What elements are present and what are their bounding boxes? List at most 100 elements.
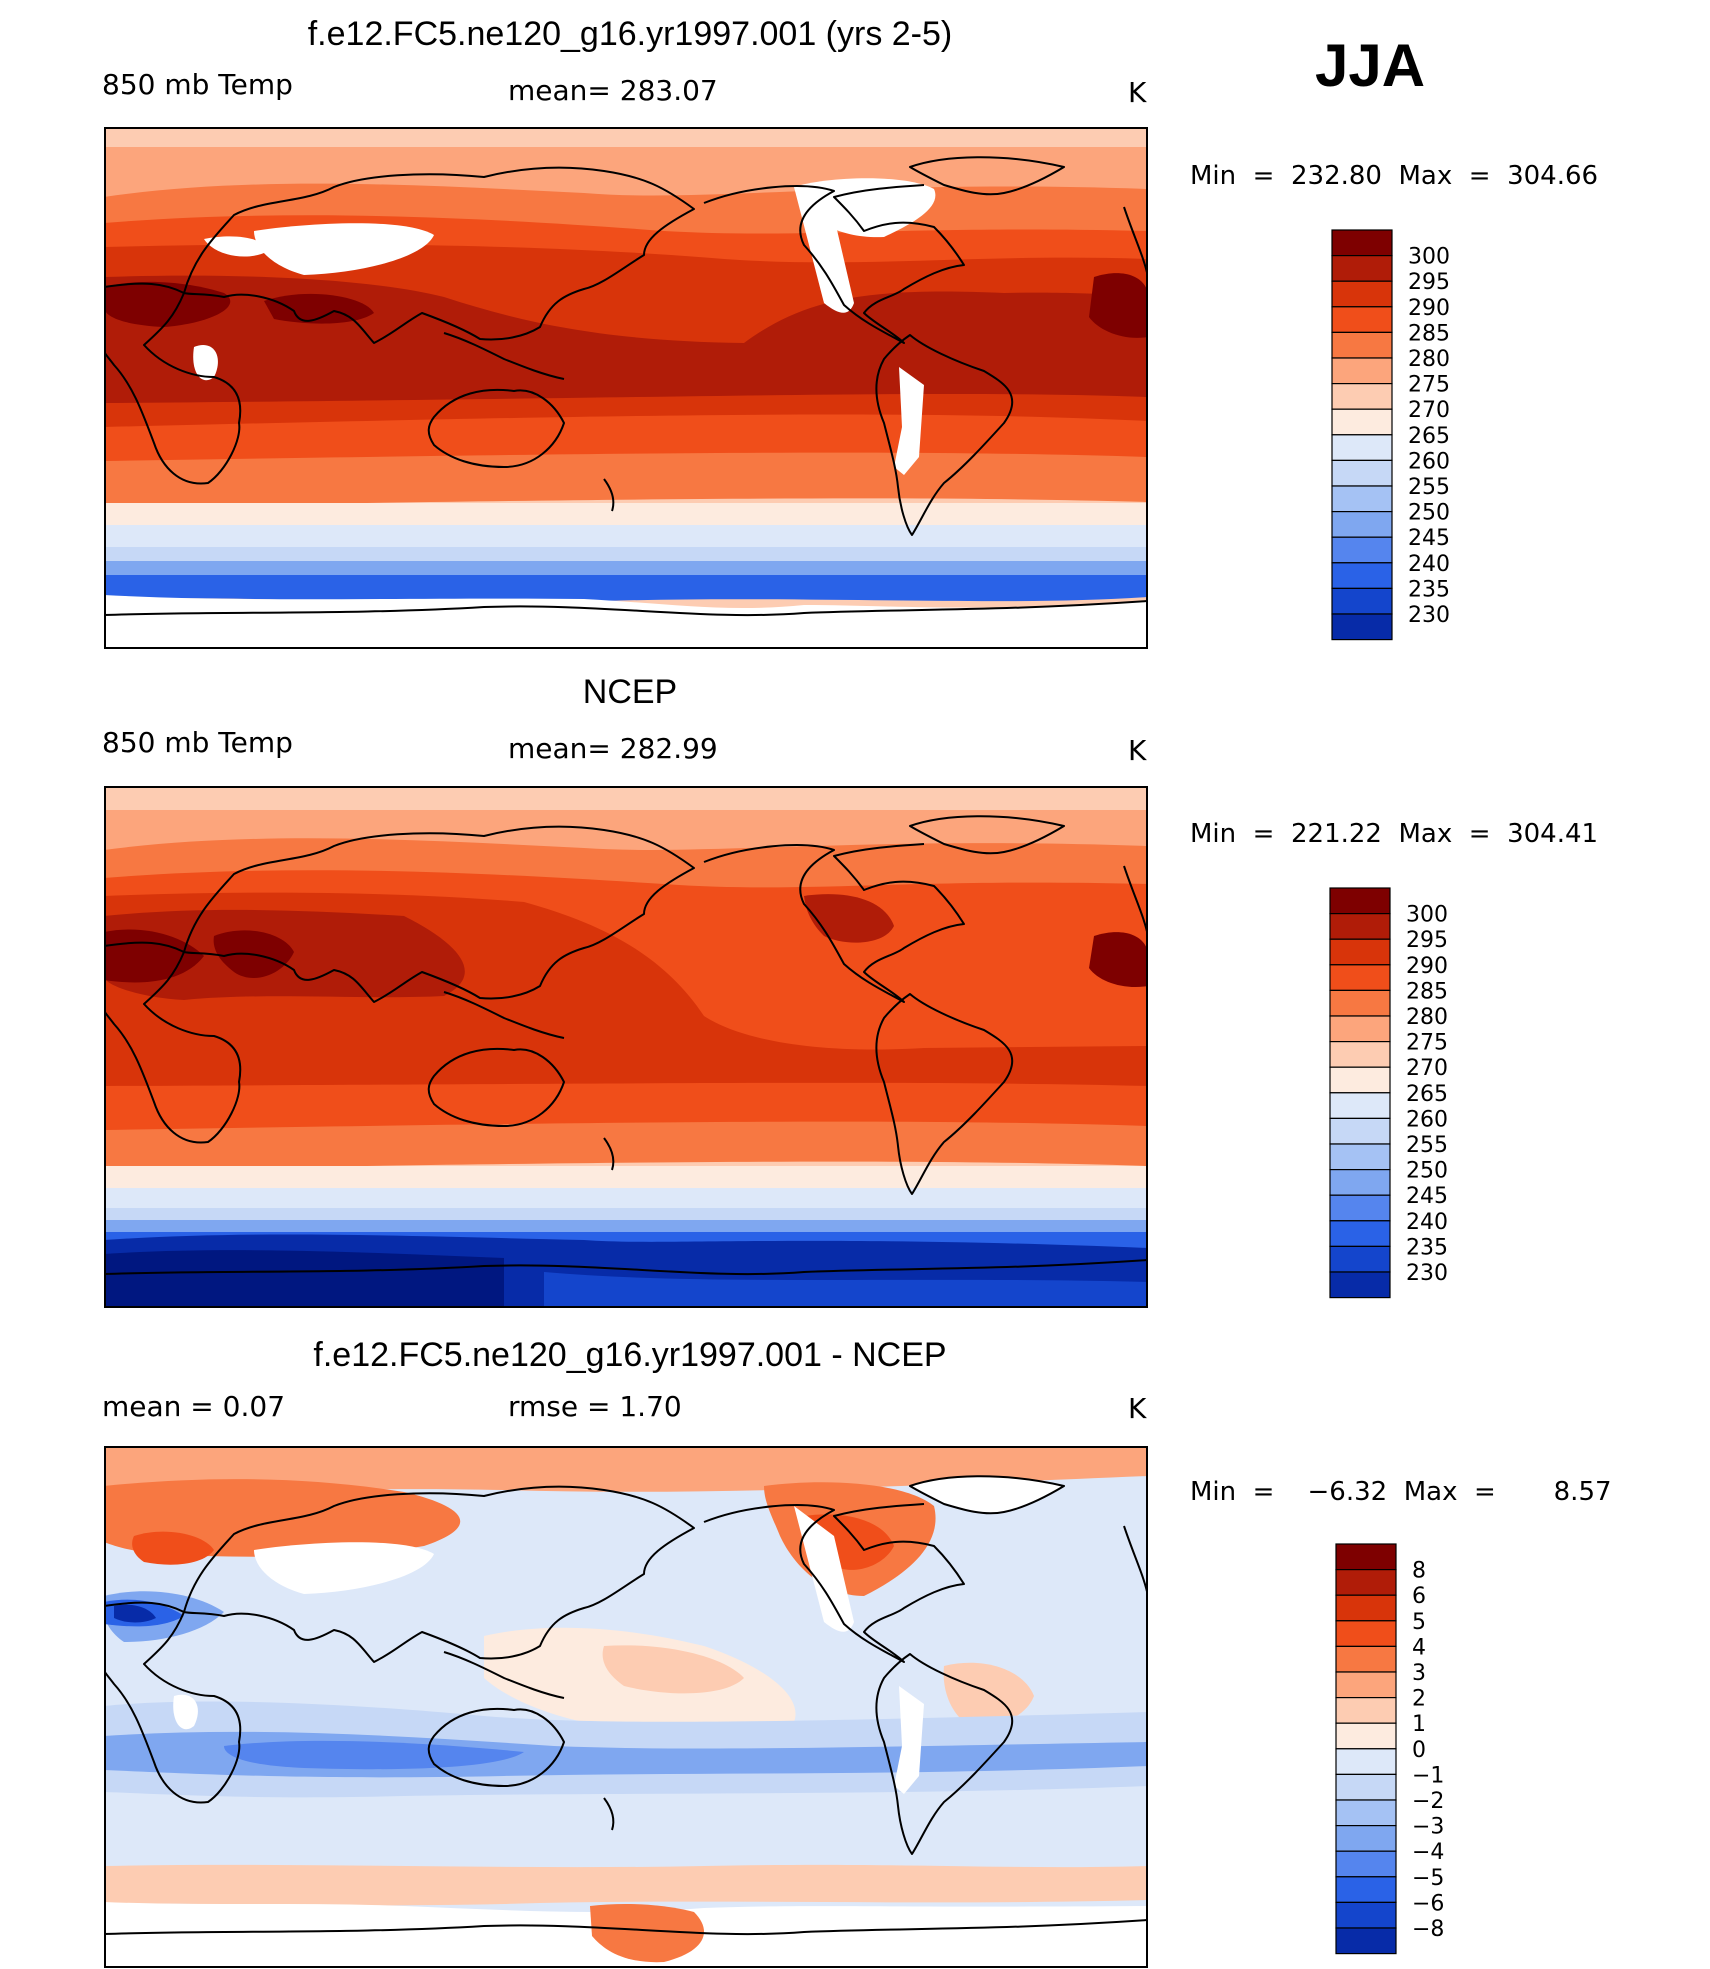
legend-tick-label: 265 (1408, 424, 1450, 449)
legend-color-swatch (1335, 1594, 1397, 1622)
panel1-variable-label: 850 mb Temp (102, 68, 293, 101)
season-label: JJA (1314, 32, 1426, 99)
panel1-minmax: Min = 232.80 Max = 304.66 (1190, 161, 1599, 191)
panel1-units: K (1128, 76, 1147, 109)
legend-color-swatch (1331, 562, 1393, 589)
legend-tick-label: 3 (1412, 1661, 1426, 1686)
legend-color-swatch (1329, 938, 1391, 966)
legend-color-swatch (1335, 1645, 1397, 1673)
map-ncep-temperature (104, 786, 1148, 1308)
map-ncep-border (104, 786, 1148, 1308)
legend-color-swatch (1331, 459, 1393, 487)
panel2-mean-label: mean= 282.99 (508, 732, 718, 765)
legend-tick-label: 255 (1406, 1133, 1448, 1158)
legend-tick-label: 230 (1406, 1261, 1448, 1286)
legend-color-swatch (1329, 1143, 1391, 1171)
legend-tick-label: 6 (1412, 1584, 1426, 1609)
legend-tick-label: 260 (1408, 449, 1450, 474)
model-coastlines (104, 156, 1148, 617)
legend-ncep-temperature: 300 295 290 285 280 275 270 265 260 255 250 245 240 2… (1328, 886, 1528, 1306)
panel2-minmax: Min = 221.22 Max = 304.41 (1190, 819, 1599, 849)
legend-tick-label: 260 (1406, 1107, 1448, 1132)
legend-color-swatch (1335, 1697, 1397, 1724)
legend-color-swatch (1335, 1569, 1397, 1596)
legend-color-swatch (1329, 887, 1391, 915)
model-temperature-field (104, 127, 1148, 649)
legend-tick-label: −5 (1412, 1866, 1444, 1891)
legend-tick-label: 230 (1408, 603, 1450, 628)
legend-tick-label: 285 (1406, 979, 1448, 1004)
panel2-units: K (1128, 734, 1147, 767)
legend-tick-label: 280 (1408, 347, 1450, 372)
map-difference-border (104, 1446, 1148, 1968)
legend-color-swatch (1331, 331, 1393, 359)
legend-color-swatch (1335, 1825, 1397, 1852)
difference-field (104, 1446, 1148, 1968)
legend-tick-label: 275 (1406, 1031, 1448, 1056)
legend-tick-label: 280 (1406, 1005, 1448, 1030)
legend-color-swatch (1331, 306, 1393, 334)
panel2-title: NCEP (582, 673, 678, 711)
legend-color-swatch (1329, 1041, 1391, 1068)
legend-color-swatch (1331, 255, 1393, 282)
legend-color-swatch (1335, 1901, 1397, 1929)
legend-color-swatch (1329, 1015, 1391, 1043)
legend-color-swatch (1329, 989, 1391, 1017)
legend-tick-label: 245 (1408, 526, 1450, 551)
legend-tick-label: 245 (1406, 1184, 1448, 1209)
panel3-title: f.e12.FC5.ne120_g16.yr1997.001 - NCEP (313, 1336, 947, 1374)
legend-tick-label: −3 (1412, 1815, 1444, 1840)
ncep-temperature-field (104, 786, 1148, 1308)
legend-color-swatch (1331, 408, 1393, 436)
legend-color-swatch (1331, 383, 1393, 410)
legend-tick-label: 1 (1412, 1712, 1426, 1737)
legend-tick-label: 295 (1406, 928, 1448, 953)
legend-color-swatch (1329, 1271, 1391, 1299)
map-model-temperature (104, 127, 1148, 649)
legend-color-swatch (1331, 434, 1393, 462)
panel2-variable-label: 850 mb Temp (102, 726, 293, 759)
legend-tick-label: 290 (1406, 954, 1448, 979)
legend-tick-label: 295 (1408, 270, 1450, 295)
legend-color-swatch (1329, 913, 1391, 940)
legend-color-swatch (1329, 1066, 1391, 1094)
legend-tick-label: 285 (1408, 321, 1450, 346)
legend-tick-label: −4 (1412, 1840, 1444, 1865)
legend-color-swatch (1335, 1543, 1397, 1571)
legend-color-swatch (1335, 1773, 1397, 1801)
legend-color-swatch (1331, 485, 1393, 513)
legend-tick-label: 5 (1412, 1610, 1426, 1635)
panel1-title: f.e12.FC5.ne120_g16.yr1997.001 (yrs 2-5) (307, 15, 953, 53)
legend-color-swatch (1329, 1220, 1391, 1247)
legend-tick-label: 300 (1406, 903, 1448, 928)
legend-color-swatch (1331, 229, 1393, 257)
legend-color-swatch (1329, 1169, 1391, 1196)
panel3-minmax: Min = −6.32 Max = 8.57 (1190, 1477, 1612, 1507)
legend-tick-label: −8 (1412, 1917, 1444, 1942)
legend-tick-label: 270 (1408, 398, 1450, 423)
legend-tick-label: 250 (1406, 1159, 1448, 1184)
legend-tick-label: 255 (1408, 475, 1450, 500)
legend-tick-label: 250 (1408, 501, 1450, 526)
difference-coastlines (104, 1475, 1148, 1936)
legend-color-swatch (1335, 1799, 1397, 1827)
legend-color-swatch (1335, 1671, 1397, 1699)
ncep-coastlines (104, 815, 1148, 1276)
legend-tick-label: 0 (1412, 1738, 1426, 1763)
map-difference (104, 1446, 1148, 1968)
legend-color-swatch (1329, 1117, 1391, 1145)
difference-missing-high-terrain (173, 1476, 1064, 1794)
legend-color-swatch (1331, 280, 1393, 308)
legend-color-swatch (1335, 1850, 1397, 1878)
legend-tick-label: 275 (1408, 373, 1450, 398)
legend-tick-label: −2 (1412, 1789, 1444, 1814)
legend-difference: 8 6 5 4 3 2 1 0 −1 −2 −3 −4 −5 −6 −8 (1334, 1542, 1534, 1962)
panel3-units: K (1128, 1392, 1147, 1425)
legend-tick-label: 2 (1412, 1687, 1426, 1712)
legend-tick-label: −1 (1412, 1763, 1444, 1788)
legend-color-swatch (1329, 1245, 1391, 1273)
legend-color-swatch (1335, 1927, 1397, 1955)
legend-color-swatch (1329, 1092, 1391, 1120)
legend-tick-label: 235 (1406, 1235, 1448, 1260)
legend-tick-label: 300 (1408, 245, 1450, 270)
